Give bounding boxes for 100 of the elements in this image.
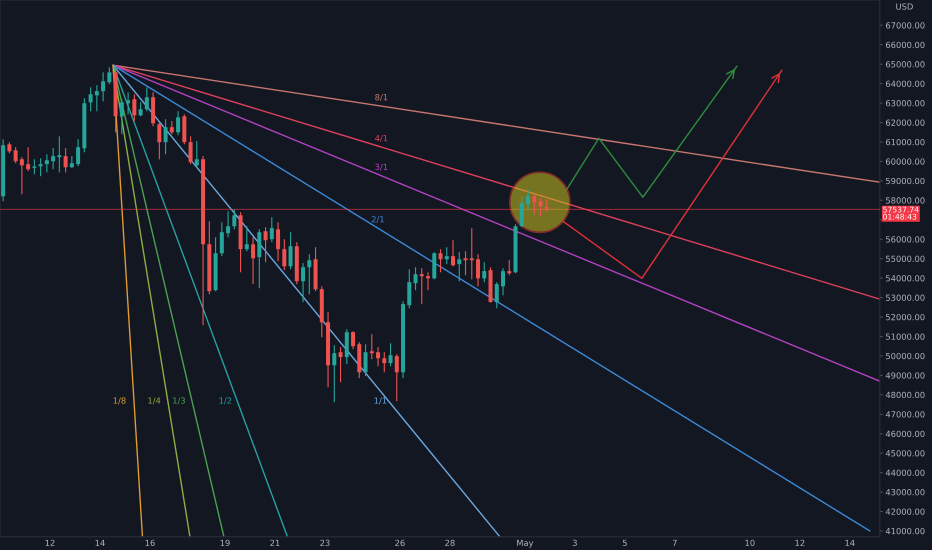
candlestick (544, 198, 549, 213)
series-label: 1/2 (220, 397, 232, 404)
y-tick-label: 65000.00 (886, 61, 925, 68)
candlestick (32, 158, 36, 175)
candlestick (376, 346, 380, 367)
y-tick-label: 48000.00 (886, 392, 925, 398)
y-tick-label: 66000.00 (886, 42, 925, 48)
candlestick (270, 216, 274, 243)
x-tick-label: 14 (96, 540, 105, 546)
candlestick (307, 254, 312, 295)
y-tick-label: 45000.00 (886, 450, 925, 456)
candlestick (157, 122, 162, 160)
y-tick-label: 67000.00 (886, 22, 925, 29)
x-tick-label: 14 (845, 540, 855, 546)
candlestick (244, 226, 249, 252)
y-tick-label: 56000.00 (886, 236, 925, 243)
candlestick (332, 344, 336, 403)
candlestick (70, 156, 74, 168)
candlestick (264, 226, 268, 263)
candlestick (407, 268, 412, 309)
series-label: 1/4 (148, 397, 160, 404)
candlestick (538, 198, 543, 217)
candlestick (420, 268, 424, 305)
candlestick (351, 330, 356, 350)
x-tick-label: 26 (395, 540, 405, 546)
candlestick (120, 98, 124, 135)
candlestick (57, 136, 62, 173)
candlestick (451, 240, 456, 267)
x-tick-label: 5 (622, 540, 627, 546)
x-tick-label: 28 (445, 540, 455, 546)
series-label: 1/1 (374, 397, 386, 404)
candlestick (38, 158, 43, 177)
y-tick-label: 63000.00 (886, 100, 925, 106)
candlestick (64, 148, 68, 173)
y-tick-label: 44000.00 (886, 470, 925, 476)
y-tick-label: 64000.00 (886, 80, 925, 87)
y-tick-label: 54000.00 (886, 275, 925, 282)
series-label: 4/1 (375, 135, 388, 142)
candlestick (282, 238, 286, 271)
candlestick (20, 156, 24, 195)
y-tick-label: 59000.00 (886, 178, 925, 184)
candlestick (520, 196, 524, 228)
x-tick-label: 12 (46, 540, 54, 546)
series-label: 2/1 (372, 216, 384, 224)
candlestick (532, 194, 536, 215)
candlestick (301, 262, 306, 303)
candlestick (457, 252, 462, 282)
series-label: 8/1 (375, 94, 388, 102)
y-tick-label: 46000.00 (886, 430, 925, 438)
candlestick (14, 146, 18, 164)
x-tick-label: 16 (146, 540, 155, 546)
candlestick (132, 94, 136, 122)
candlestick (101, 72, 106, 102)
candlestick (276, 222, 280, 262)
candlestick (414, 266, 418, 291)
candlestick (364, 344, 368, 377)
series-label: 3/1 (375, 164, 388, 171)
candlestick (188, 136, 193, 165)
candlestick (220, 222, 224, 257)
candlestick (338, 346, 343, 383)
y-tick-label: 53000.00 (886, 294, 925, 301)
series-label: 1/3 (173, 397, 185, 404)
y-tick-label: 43000.00 (886, 489, 925, 496)
x-tick-label: 10 (745, 540, 755, 546)
candlestick (507, 260, 512, 276)
candlestick (526, 188, 530, 210)
candlestick (7, 142, 12, 154)
y-tick-label: 51000.00 (886, 333, 925, 340)
y-tick-label: 55000.00 (886, 256, 925, 262)
x-tick-label: 7 (672, 540, 677, 546)
candlestick (476, 254, 480, 287)
candlestick (170, 120, 174, 135)
candlestick (76, 138, 80, 167)
candlestick (94, 84, 99, 112)
x-tick-label: May (517, 540, 534, 548)
candlestick (176, 110, 180, 136)
x-tick-label: 3 (572, 540, 577, 546)
candlestick (138, 102, 143, 117)
y-axis-title: USD (896, 3, 913, 10)
x-tick-label: 21 (270, 540, 280, 546)
y-tick-label: 52000.00 (886, 314, 925, 320)
candlestick (438, 248, 443, 273)
y-tick-label: 61000.00 (886, 138, 925, 146)
candlestick (426, 272, 430, 291)
candlestick (164, 118, 168, 155)
y-tick-label: 47000.00 (886, 411, 925, 418)
candlestick (394, 354, 399, 402)
candlestick (501, 268, 506, 296)
candlestick (26, 146, 30, 172)
y-tick-label: 50000.00 (886, 352, 925, 360)
y-tick-label: 62000.00 (886, 120, 925, 126)
candlestick (126, 92, 130, 115)
candlestick (232, 208, 236, 230)
candlestick (226, 210, 230, 238)
candlestick (44, 154, 49, 173)
y-tick-label: 41000.00 (886, 528, 925, 534)
candlestick (494, 282, 499, 309)
y-tick-label: 58000.00 (886, 197, 925, 204)
candlestick (388, 342, 393, 367)
x-tick-label: 12 (795, 540, 804, 546)
